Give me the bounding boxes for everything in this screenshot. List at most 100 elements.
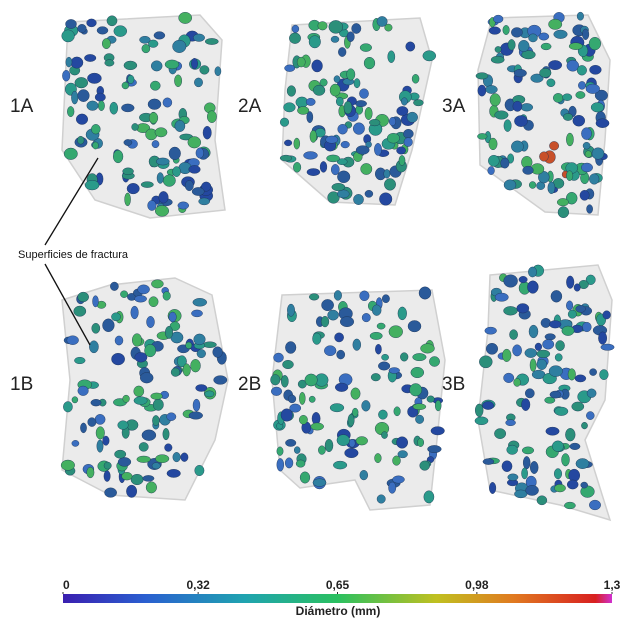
pore — [566, 276, 574, 289]
pore — [348, 414, 354, 426]
pore — [518, 40, 529, 52]
pore — [509, 330, 517, 340]
pore — [194, 78, 202, 87]
pore — [91, 124, 100, 134]
panel-label: 2B — [238, 374, 261, 395]
pore — [420, 461, 430, 471]
pore — [393, 456, 401, 466]
pore — [189, 165, 201, 173]
pore — [514, 116, 527, 127]
pore — [598, 332, 606, 345]
pore — [203, 342, 216, 348]
pore — [550, 391, 561, 398]
pore — [374, 143, 381, 155]
tick-label: 0,32 — [186, 578, 210, 592]
pore — [120, 291, 127, 298]
pore — [546, 427, 559, 435]
pore — [312, 60, 323, 72]
pore — [582, 322, 591, 332]
pore — [581, 163, 592, 172]
pore — [104, 471, 110, 482]
pore — [572, 402, 584, 411]
pore — [163, 292, 171, 301]
pore — [300, 472, 310, 483]
pore — [429, 357, 439, 367]
pore — [313, 479, 326, 487]
pore — [80, 423, 86, 433]
pore — [396, 437, 407, 449]
pore — [382, 295, 389, 303]
pore — [393, 476, 405, 483]
pore — [191, 310, 202, 317]
pore — [397, 106, 408, 115]
pore — [554, 484, 565, 492]
pore — [78, 90, 90, 102]
pore — [313, 85, 325, 95]
pore — [587, 389, 596, 398]
pore — [389, 117, 396, 126]
pore — [517, 304, 529, 314]
pore — [152, 463, 160, 469]
pore — [271, 375, 281, 386]
pore — [143, 475, 154, 481]
pore — [93, 296, 99, 307]
pore — [145, 344, 156, 357]
pore — [592, 148, 604, 160]
pore — [408, 321, 421, 332]
pore — [558, 207, 569, 218]
pore — [502, 349, 511, 362]
pore — [126, 485, 136, 497]
pore — [139, 442, 148, 451]
pore — [413, 100, 423, 106]
pore — [340, 317, 354, 327]
pore — [87, 467, 94, 478]
pore — [104, 462, 111, 469]
pore — [152, 415, 159, 425]
pore — [277, 447, 283, 456]
pore — [66, 19, 77, 28]
pore — [296, 460, 305, 467]
pore — [334, 290, 342, 300]
pore — [289, 33, 300, 44]
panel-label: 3B — [442, 374, 465, 395]
pore — [384, 169, 390, 178]
pore — [508, 474, 518, 481]
pore — [378, 362, 390, 370]
pore — [111, 313, 120, 321]
pore — [603, 311, 611, 319]
pore — [74, 306, 86, 316]
pore — [389, 482, 396, 493]
pore — [552, 441, 563, 452]
pore — [431, 427, 445, 435]
pore — [549, 19, 562, 29]
pore — [191, 58, 197, 69]
pore — [486, 85, 498, 93]
pore — [421, 344, 435, 354]
pore — [549, 321, 561, 329]
pore — [67, 336, 79, 345]
pore — [125, 193, 131, 206]
pore — [521, 103, 533, 111]
pore — [562, 326, 574, 336]
pore — [569, 469, 580, 482]
pore — [115, 450, 126, 458]
pore — [115, 336, 123, 345]
pore — [479, 356, 492, 368]
pore — [413, 404, 426, 410]
pore — [63, 402, 72, 413]
pore — [589, 174, 599, 185]
pore — [527, 281, 538, 294]
pore — [349, 439, 355, 447]
pore — [576, 305, 586, 312]
pore — [330, 404, 344, 412]
pore — [541, 43, 551, 50]
pore — [540, 68, 552, 77]
pore — [284, 140, 292, 146]
pore — [530, 359, 536, 372]
pore — [475, 404, 483, 417]
pore — [578, 81, 585, 89]
pore — [556, 341, 565, 351]
pore — [87, 19, 97, 27]
pore — [541, 318, 551, 327]
pore — [325, 439, 333, 452]
